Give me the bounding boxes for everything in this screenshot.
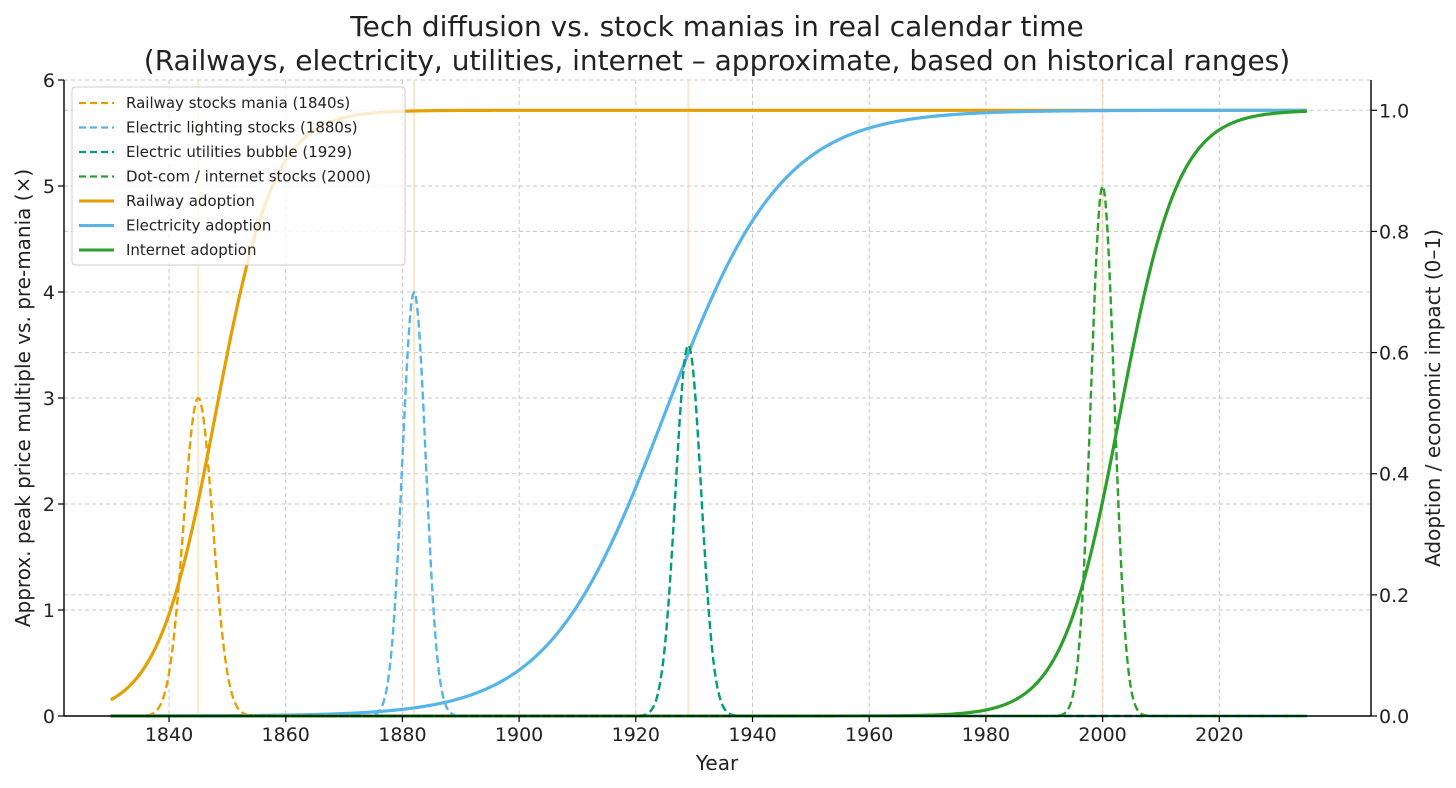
y2-tick-label: 1.0 xyxy=(1379,100,1409,122)
x-tick-label: 1940 xyxy=(728,724,776,746)
ticks: 1840 1860 1880 1900 1920 1940 1960 1980 2000 2020… xyxy=(43,70,1409,746)
x-tick-label: 1960 xyxy=(845,724,893,746)
legend-label: Electric lighting stocks (1880s) xyxy=(126,119,358,137)
x-tick-label: 1860 xyxy=(262,724,310,746)
y2-tick-label: 0.4 xyxy=(1379,464,1409,486)
legend-label: Railway adoption xyxy=(126,192,255,210)
legend-label: Dot-com / internet stocks (2000) xyxy=(126,168,371,186)
y-tick-label: 4 xyxy=(43,282,55,304)
y2-axis-label: Adoption / economic impact (0–1) xyxy=(1421,229,1445,567)
y2-tick-label: 0.2 xyxy=(1379,585,1409,607)
legend: Railway stocks mania (1840s) Electric lig… xyxy=(71,86,406,266)
x-tick-label: 1900 xyxy=(495,724,543,746)
y2-tick-label: 0.6 xyxy=(1379,343,1409,365)
x-tick-label: 1880 xyxy=(378,724,426,746)
y-tick-label: 6 xyxy=(43,70,55,92)
x-axis-label: Year xyxy=(695,751,739,775)
x-tick-label: 1840 xyxy=(145,724,193,746)
y-tick-label: 0 xyxy=(43,706,55,728)
y-tick-label: 3 xyxy=(43,388,55,410)
y-tick-label: 1 xyxy=(43,600,55,622)
legend-label: Railway stocks mania (1840s) xyxy=(126,94,350,112)
chart-title: Tech diffusion vs. stock manias in real … xyxy=(349,10,1083,43)
legend-label: Internet adoption xyxy=(126,241,256,259)
y-tick-label: 5 xyxy=(43,176,55,198)
y2-tick-label: 0.0 xyxy=(1379,706,1409,728)
chart-subtitle: (Railways, electricity, utilities, inter… xyxy=(144,44,1290,77)
legend-label: Electricity adoption xyxy=(126,217,271,235)
y2-tick-label: 0.8 xyxy=(1379,221,1409,243)
x-tick-label: 1980 xyxy=(962,724,1010,746)
y-tick-label: 2 xyxy=(43,494,55,516)
x-tick-label: 2000 xyxy=(1078,724,1126,746)
y-axis-label: Approx. peak price multiple vs. pre-mani… xyxy=(11,169,35,627)
legend-label: Electric utilities bubble (1929) xyxy=(126,143,352,161)
x-tick-label: 2020 xyxy=(1195,724,1243,746)
legend-box xyxy=(71,86,406,266)
x-tick-label: 1920 xyxy=(612,724,660,746)
